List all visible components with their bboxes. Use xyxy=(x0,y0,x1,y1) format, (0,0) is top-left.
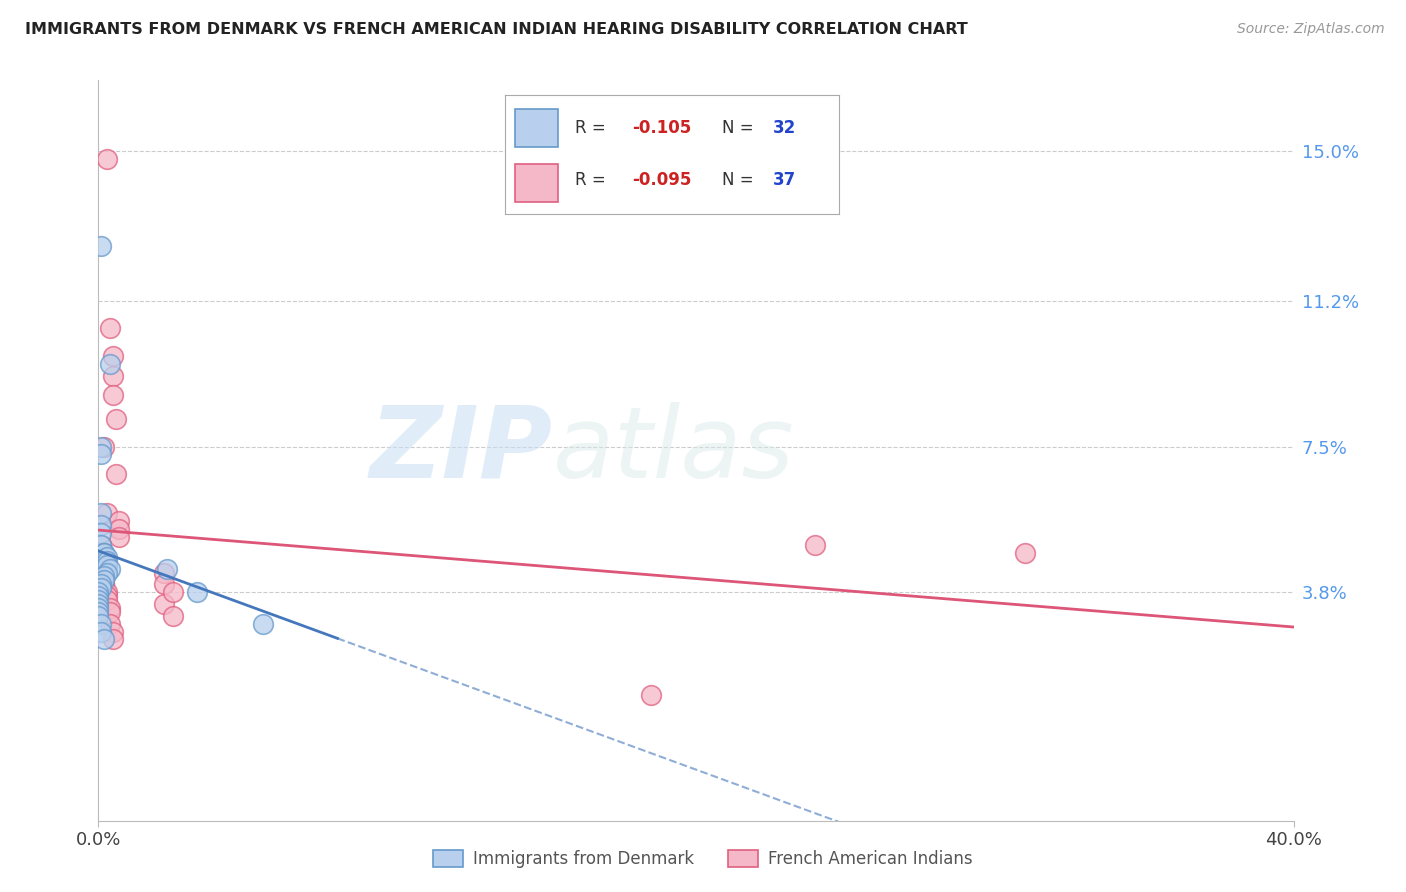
Point xyxy=(804,538,827,552)
Point xyxy=(98,605,122,619)
Point xyxy=(103,349,125,363)
Point xyxy=(98,357,122,371)
Point xyxy=(98,321,122,335)
Point xyxy=(87,593,110,607)
Point xyxy=(90,526,112,541)
Point xyxy=(108,530,131,544)
Point xyxy=(90,507,112,521)
Point xyxy=(90,561,112,575)
Point xyxy=(90,582,112,596)
Text: IMMIGRANTS FROM DENMARK VS FRENCH AMERICAN INDIAN HEARING DISABILITY CORRELATION: IMMIGRANTS FROM DENMARK VS FRENCH AMERIC… xyxy=(25,22,969,37)
Point xyxy=(96,507,118,521)
Point xyxy=(96,589,118,603)
Point xyxy=(103,388,125,402)
Point xyxy=(87,608,110,623)
Point xyxy=(93,632,115,647)
Point xyxy=(96,549,118,564)
Point xyxy=(96,566,118,580)
Point xyxy=(90,538,112,552)
Point xyxy=(90,538,112,552)
Point xyxy=(90,440,112,454)
Point xyxy=(87,597,110,611)
Point xyxy=(90,447,112,461)
Point xyxy=(105,412,128,426)
Point xyxy=(156,561,179,575)
Point xyxy=(162,585,184,599)
Point xyxy=(98,601,122,615)
Point xyxy=(93,577,115,591)
Point xyxy=(96,152,118,166)
Legend: Immigrants from Denmark, French American Indians: Immigrants from Denmark, French American… xyxy=(427,843,979,875)
Point xyxy=(98,561,122,575)
Point xyxy=(90,616,112,631)
Point xyxy=(103,368,125,383)
Point xyxy=(640,688,662,702)
Point xyxy=(93,574,115,588)
Point xyxy=(96,585,118,599)
Point xyxy=(93,566,115,580)
Point xyxy=(93,577,115,591)
Point xyxy=(90,577,112,591)
Point xyxy=(87,601,110,615)
Point xyxy=(108,522,131,536)
Point xyxy=(153,597,176,611)
Point xyxy=(96,593,118,607)
Point xyxy=(87,605,110,619)
Point xyxy=(98,616,122,631)
Point xyxy=(87,585,110,599)
Point xyxy=(186,585,208,599)
Text: Source: ZipAtlas.com: Source: ZipAtlas.com xyxy=(1237,22,1385,37)
Point xyxy=(90,554,112,568)
Point xyxy=(153,577,176,591)
Point xyxy=(93,546,115,560)
Point xyxy=(90,238,112,252)
Point xyxy=(103,632,125,647)
Text: atlas: atlas xyxy=(553,402,794,499)
Point xyxy=(90,546,112,560)
Point xyxy=(93,574,115,588)
Text: ZIP: ZIP xyxy=(370,402,553,499)
Point xyxy=(162,608,184,623)
Point xyxy=(93,546,115,560)
Point xyxy=(93,569,115,583)
Point xyxy=(96,558,118,572)
Point xyxy=(103,624,125,639)
Point xyxy=(93,569,115,583)
Point xyxy=(1014,546,1036,560)
Point xyxy=(90,518,112,533)
Point xyxy=(93,440,115,454)
Point xyxy=(96,554,118,568)
Point xyxy=(252,616,274,631)
Point xyxy=(87,589,110,603)
Point xyxy=(108,514,131,528)
Point xyxy=(105,467,128,481)
Point xyxy=(153,566,176,580)
Point xyxy=(90,624,112,639)
